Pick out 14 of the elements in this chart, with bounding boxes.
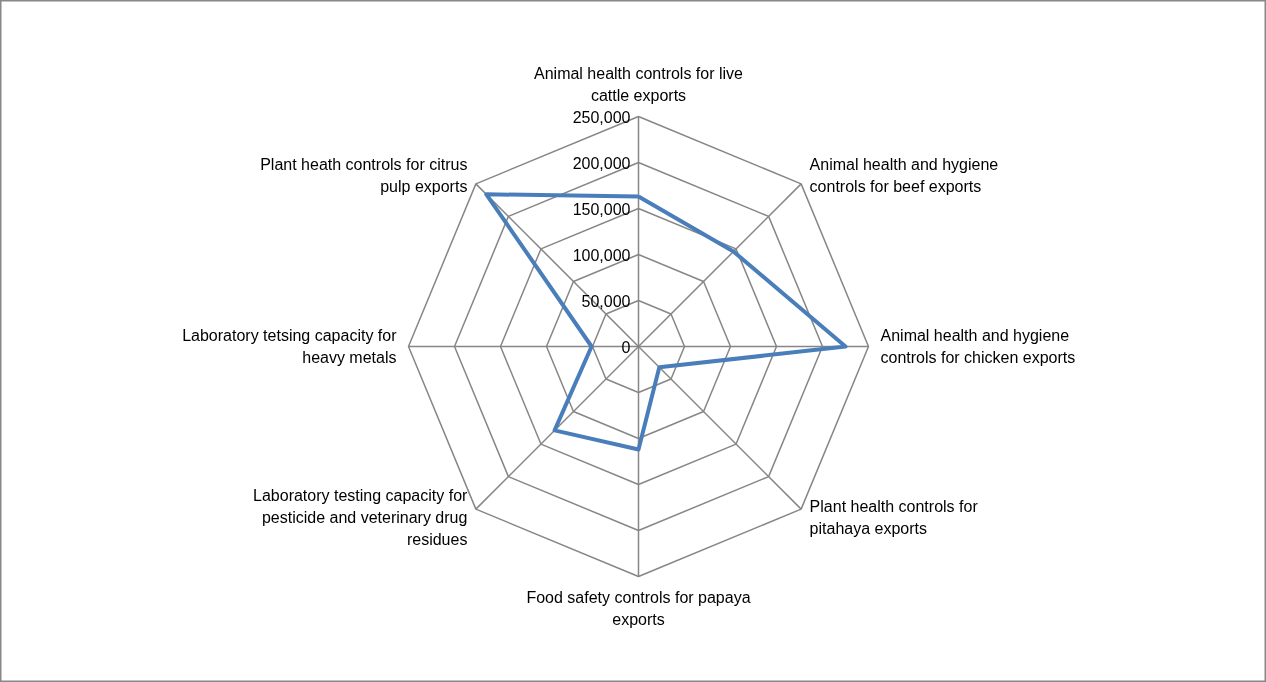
y-tick-label: 100,000	[572, 246, 631, 264]
spoke-label: Animal health and hygiene controls for chicken exports	[880, 326, 1076, 367]
spoke-label: Animal health controls for live cattle exports	[534, 65, 744, 105]
spoke-label: Animal health and hygiene controls for beef exports	[809, 155, 999, 195]
y-tick-label: 150,000	[572, 200, 631, 218]
y-tick-label: 200,000	[572, 154, 631, 172]
spoke-label: Food safety controls for papaya exports	[526, 588, 751, 628]
spoke-label: Laboratory testing capacity for pesticide and veterinary drug residues	[253, 487, 469, 549]
spoke-label: Plant health controls for pitahaya exports	[809, 498, 979, 538]
y-tick-label: 50,000	[581, 292, 631, 310]
spoke-label: Laboratory tetsing capacity for heavy metals	[182, 326, 398, 367]
y-tick-label: 0	[621, 338, 631, 356]
spoke-label: Plant heath controls for citrus pulp exports	[260, 155, 468, 195]
y-tick-label: 250,000	[572, 108, 631, 126]
